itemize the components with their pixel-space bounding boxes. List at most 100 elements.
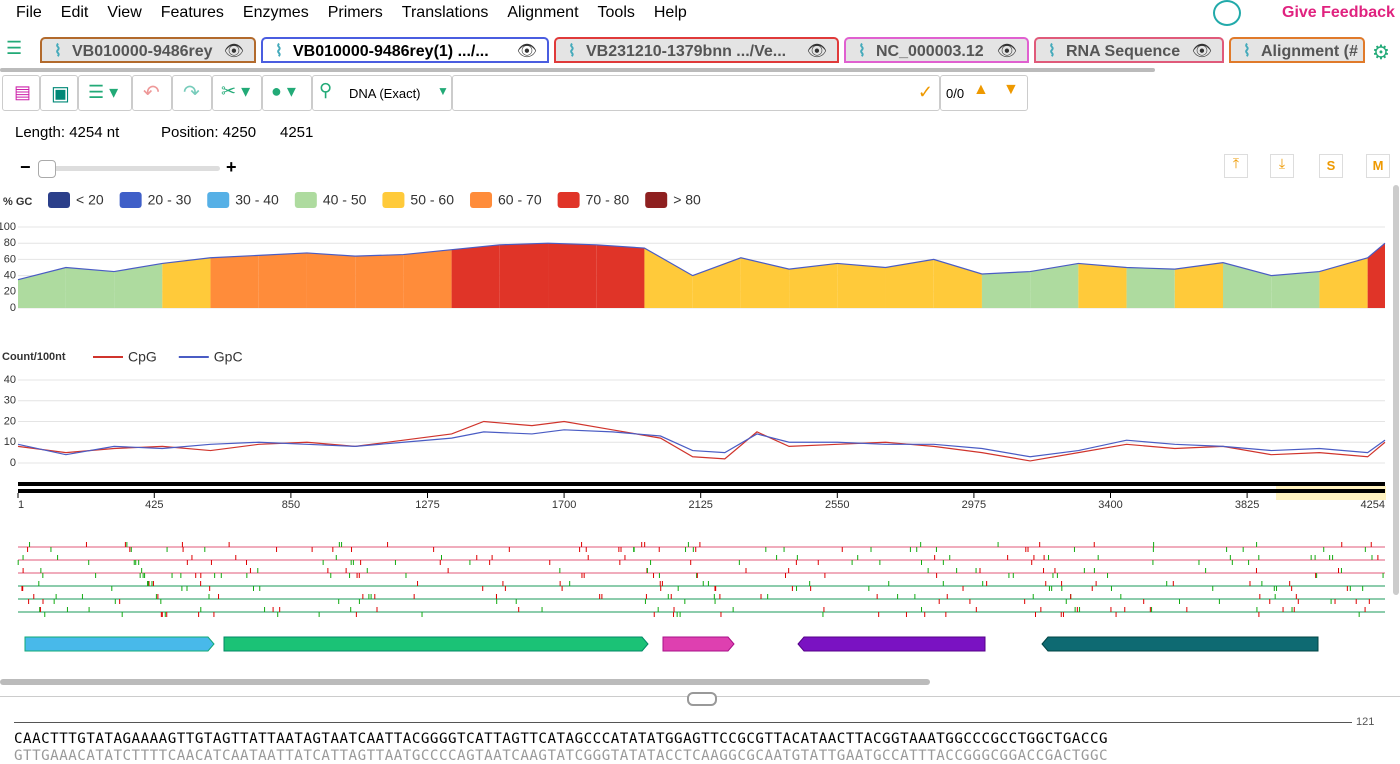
save-button[interactable]: ▣ [40,75,78,111]
tab-label: Alignment (# [1261,43,1358,60]
format-button[interactable]: ☰ ▾ [78,75,132,111]
splitter-handle[interactable] [687,692,717,706]
search-input[interactable]: ✓ [452,75,940,111]
tab-label: VB231210-1379bnn .../Ve... [586,43,787,60]
x-tick-label: 2550 [825,499,849,511]
menu-item[interactable]: Features [160,4,224,21]
tab[interactable]: NC_000003.12 👁 [844,37,1029,63]
x-tick-label: 1275 [415,499,439,511]
axis-label: Count/100nt [2,351,66,363]
gc-area [306,252,356,308]
tab[interactable]: VB010000-9486rey 👁 [40,37,256,63]
tab-eye[interactable]: 👁 [516,43,537,60]
zoom-in[interactable]: + [226,157,237,177]
feature[interactable] [24,636,215,652]
legend-label: 60 - 70 [498,192,542,208]
feature[interactable] [1041,636,1319,652]
menu-item[interactable]: Edit [60,4,89,21]
next-match[interactable]: ▼ [1003,81,1019,98]
m-button[interactable]: M [1366,154,1390,178]
settings-icon[interactable]: ⚙ [1372,42,1390,64]
feature[interactable] [662,636,735,652]
legend-swatch [48,192,70,208]
tab[interactable]: Alignment (# [1229,37,1365,63]
gc-area [499,243,549,308]
s-button[interactable]: S [1319,154,1343,178]
gc-area [1078,263,1127,308]
menu-item[interactable]: Tools [597,4,635,21]
menu-item[interactable]: File [16,4,42,21]
scroll-bottom[interactable]: ⤓ [1270,154,1294,178]
tree-icon[interactable]: ☰ [6,38,23,58]
legend-label: CpG [128,349,157,365]
tab[interactable]: VB231210-1379bnn .../Ve... 👁 [554,37,839,63]
redo-button[interactable]: ↷ [172,75,212,111]
gc-area [548,243,597,308]
menu-item[interactable]: Help [653,4,687,21]
zoom-slider[interactable] [40,166,220,171]
series-line [17,420,1386,462]
gc-area [1367,243,1385,308]
primer-button[interactable]: ● ▾ [262,75,312,111]
gc-area [114,263,163,308]
v-scrollbar [1393,185,1399,595]
gc-area [451,244,500,308]
x-tick-label: 3400 [1098,499,1122,511]
menu-item[interactable]: Enzymes [242,4,309,21]
enzyme-button[interactable]: ✂ ▾ [212,75,262,111]
undo-button[interactable]: ↶ [132,75,172,111]
y-tick-label: 100 [0,221,16,233]
length-label: Length: 4254 nt [15,124,120,141]
gc-area [1174,262,1224,308]
zoom-out[interactable]: − [20,157,31,177]
tab[interactable]: RNA Sequence 👁 [1034,37,1224,63]
gc-area [644,248,693,308]
x-tick-label: 4254 [1361,499,1385,511]
gc-area [355,254,404,308]
menu-item[interactable]: Primers [327,4,383,21]
sequence-end-index: 121 [1356,716,1375,728]
tab-eye[interactable]: 👁 [223,43,244,60]
zoom-handle[interactable] [38,160,56,178]
tab-label: NC_000003.12 [876,43,984,60]
gc-area [1319,257,1368,308]
feature[interactable] [223,636,649,652]
gc-area [403,249,452,308]
tab-eye[interactable]: 👁 [806,43,827,60]
legend-swatch [645,192,668,208]
tab-eye[interactable]: 👁 [996,43,1017,60]
legend-swatch [119,192,142,208]
new-button[interactable]: ▤ [2,75,40,111]
legend-label: 70 - 80 [586,192,630,208]
prev-match[interactable]: ▲ [973,81,989,98]
menu-item[interactable]: Alignment [507,4,579,21]
feature[interactable] [797,636,986,652]
sequence-top: CAACTTTGTATAGAAAAGTTGTAGTTATTAATAGTAATCA… [14,731,1109,747]
sequence-bottom: GTTGAAACATATCTTTTCAACATCAATAATTATCATTAGT… [14,748,1109,764]
axis-label: % GC [3,196,32,208]
legend-label: 20 - 30 [148,192,192,208]
gc-area [596,244,645,308]
gc-area [65,267,115,308]
account-icon[interactable] [1213,0,1241,26]
y-tick-label: 60 [4,253,16,265]
x-tick-label: 850 [282,499,300,511]
match-count: 0/0 [946,86,965,101]
x-tick-label: 2125 [688,499,712,511]
legend-swatch [557,192,580,208]
x-tick-label: 3825 [1235,499,1259,511]
legend-swatch [207,192,230,208]
menu-item[interactable]: Translations [401,4,489,21]
gc-area [1223,262,1272,308]
tab[interactable]: VB010000-9486rey(1) .../... 👁 [261,37,549,63]
legend-label: < 20 [76,192,104,208]
feedback-link[interactable]: Give Feedback [1282,4,1395,21]
scroll-top[interactable]: ⤒ [1224,154,1248,178]
search-mode[interactable]: ⚲ DNA (Exact) ▼ [312,75,452,111]
menu-item[interactable]: View [107,4,142,21]
gc-area [885,259,934,308]
gc-area [981,271,1031,308]
y-tick-label: 80 [4,237,16,249]
tab-eye[interactable]: 👁 [1191,43,1212,60]
legend-label: 40 - 50 [323,192,367,208]
